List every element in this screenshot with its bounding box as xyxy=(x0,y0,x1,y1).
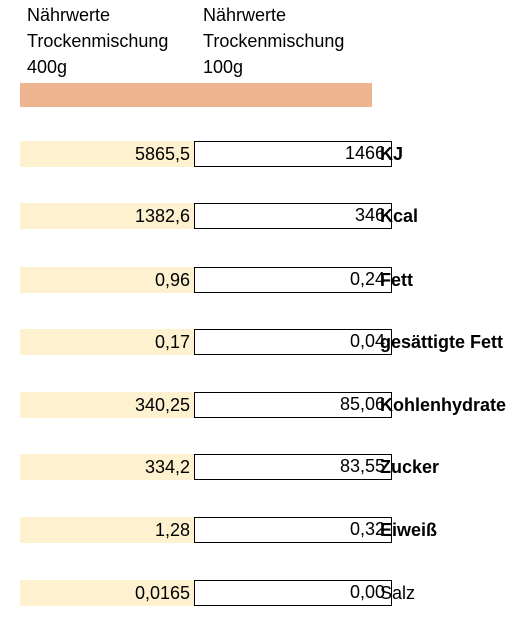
header-color-bar xyxy=(20,83,372,107)
header-trockenmischung-100g: Nährwerte Trockenmischung 100g xyxy=(203,2,344,80)
header-right-line-2: Trockenmischung xyxy=(203,31,345,51)
value-100g-cell[interactable]: 83,55 xyxy=(194,454,392,480)
header-left-line-2: Trockenmischung xyxy=(27,31,169,51)
value-100g-cell[interactable]: 0,04 xyxy=(194,329,392,355)
value-400g-cell[interactable]: 0,96 xyxy=(20,267,194,293)
nutrient-row-fett: 0,96 0,24 Fett xyxy=(20,267,532,293)
nutrient-label: gesättigte Fett xyxy=(380,332,504,352)
value-100g-cell[interactable]: 1466 xyxy=(194,141,392,167)
nutrient-label: Fett xyxy=(380,270,413,290)
nutrient-label: Kohlenhydrate xyxy=(380,395,507,415)
header-left-line-3: 400g xyxy=(27,57,68,77)
nutrient-row-kohlenhydrate: 340,25 85,06 Kohlenhydrate xyxy=(20,392,532,418)
value-400g-cell[interactable]: 1,28 xyxy=(20,517,194,543)
nutrient-row-zucker: 334,2 83,55 Zucker xyxy=(20,454,532,480)
value-100g-cell[interactable]: 0,24 xyxy=(194,267,392,293)
nutrient-row-salz: 0,0165 0,00 Salz xyxy=(20,580,532,606)
header-right-line-3: 100g xyxy=(203,57,244,77)
nutrient-label: Zucker xyxy=(380,457,440,477)
nutrient-row-gesaettigte-fett: 0,17 0,04 gesättigte Fett xyxy=(20,329,532,355)
value-400g-cell[interactable]: 1382,6 xyxy=(20,203,194,229)
value-400g-cell[interactable]: 334,2 xyxy=(20,454,194,480)
nutrient-label: KJ xyxy=(380,144,404,164)
value-400g-cell[interactable]: 0,17 xyxy=(20,329,194,355)
value-100g-cell[interactable]: 346 xyxy=(194,203,392,229)
value-100g-cell[interactable]: 85,06 xyxy=(194,392,392,418)
nutrient-label: Eiweiß xyxy=(380,520,438,540)
value-400g-cell[interactable]: 340,25 xyxy=(20,392,194,418)
value-100g-cell[interactable]: 0,32 xyxy=(194,517,392,543)
value-400g-cell[interactable]: 5865,5 xyxy=(20,141,194,167)
value-400g-cell[interactable]: 0,0165 xyxy=(20,580,194,606)
nutrient-label: Salz xyxy=(380,583,416,603)
header-right-line-1: Nährwerte xyxy=(203,5,287,25)
header-left-line-1: Nährwerte xyxy=(27,5,111,25)
value-100g-cell[interactable]: 0,00 xyxy=(194,580,392,606)
nutrient-row-kj: 5865,5 1466 KJ xyxy=(20,141,532,167)
nutrient-label: Kcal xyxy=(380,206,419,226)
header-trockenmischung-400g: Nährwerte Trockenmischung 400g xyxy=(27,2,168,80)
nutrient-row-eiweiss: 1,28 0,32 Eiweiß xyxy=(20,517,532,543)
nutrient-row-kcal: 1382,6 346 Kcal xyxy=(20,203,532,229)
